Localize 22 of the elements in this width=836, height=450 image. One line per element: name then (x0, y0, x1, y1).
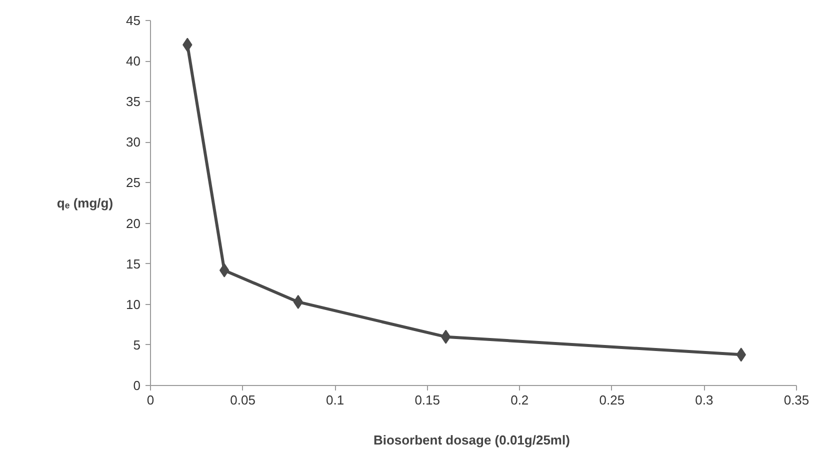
y-tick-label: 15 (126, 256, 141, 272)
x-tick-label: 0.3 (695, 392, 714, 408)
x-tick-label: 0.15 (414, 392, 440, 408)
x-tick-label: 0 (146, 392, 154, 408)
y-tick-label: 45 (126, 13, 141, 28)
x-axis-title: Biosorbent dosage (0.01g/25ml) (373, 432, 570, 448)
y-tick-label: 20 (126, 216, 141, 231)
y-axis-title: qₑ (mg/g) (56, 196, 114, 210)
y-tick-label: 40 (126, 54, 141, 69)
x-tick-label: 0.35 (784, 392, 810, 408)
point (440, 330, 451, 344)
y-tick-label: 10 (126, 296, 141, 312)
x-tick-label: 0.1 (326, 392, 344, 408)
point (219, 263, 230, 278)
x-tick-label: 0.2 (510, 392, 529, 408)
y-tick-label: 0 (133, 378, 141, 393)
y-tick-label: 5 (133, 337, 141, 352)
y-tick-label: 35 (126, 94, 141, 110)
x-tick-label: 0.25 (599, 392, 625, 408)
y-tick-label: 30 (126, 134, 141, 150)
x-tick-label: 0.05 (230, 392, 256, 408)
y-tick-label: 25 (126, 175, 141, 190)
